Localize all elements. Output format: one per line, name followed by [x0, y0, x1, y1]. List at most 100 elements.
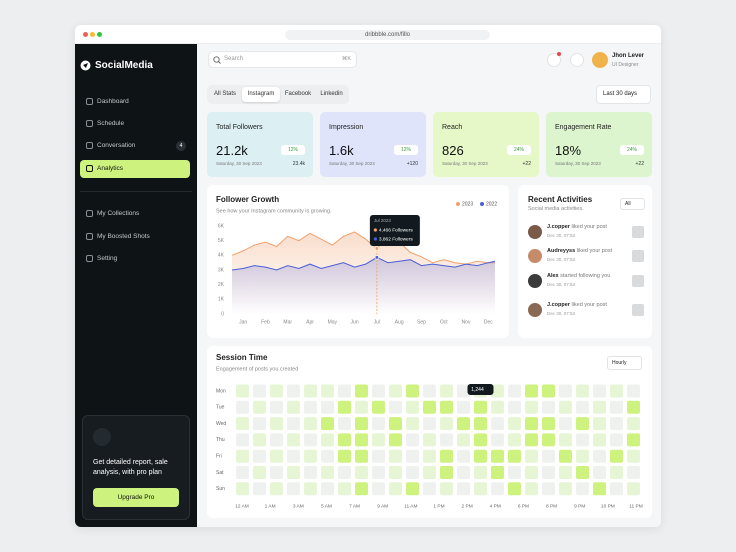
- avatar[interactable]: [592, 52, 608, 68]
- dot-red: [83, 32, 88, 37]
- activity-action: liked your post: [576, 248, 613, 254]
- stat-change: 24%: [507, 145, 531, 155]
- activity-thumb: [632, 250, 644, 262]
- stat-delta: +22: [635, 161, 644, 167]
- brand-name: SocialMedia: [95, 60, 153, 71]
- activity-thumb: [632, 304, 644, 316]
- search-box[interactable]: Search ⌘K: [208, 51, 357, 68]
- activity-action: started following you: [560, 273, 611, 279]
- stat-delta: +120: [406, 161, 418, 167]
- activity-user: J.copper: [547, 302, 570, 308]
- nav-icon: [86, 165, 93, 172]
- stat-card: Reach 826 24% Saturday, 30 Sep 2023 +22: [433, 112, 539, 177]
- activity-thumb: [632, 275, 644, 287]
- activity-time: Dec 30, 07:52: [547, 257, 576, 262]
- nav-icon: [86, 142, 93, 149]
- nav-badge: 4: [176, 141, 186, 151]
- nav-item[interactable]: Analytics: [80, 160, 190, 178]
- nav-icon: [86, 255, 93, 262]
- activity-user: Alex: [547, 273, 559, 279]
- nav-item[interactable]: My Boosted Shots: [80, 228, 190, 246]
- stat-delta: 23.4k: [292, 161, 305, 167]
- sidebar: SocialMedia Get detailed report, sale an…: [75, 44, 197, 527]
- nav-icon: [86, 233, 93, 240]
- stat-change: 12%: [281, 145, 305, 155]
- stat-date: Saturday, 30 Sep 2023: [555, 161, 601, 166]
- search-icon: [213, 56, 221, 64]
- session-card: [207, 346, 652, 518]
- activities-filter[interactable]: All: [620, 198, 645, 210]
- activities-card: Recent Activities Social media activitie…: [518, 185, 652, 338]
- activity-action: liked your post: [571, 224, 607, 230]
- user-role: UI Designer: [612, 62, 639, 68]
- stat-date: Saturday, 30 Sep 2023: [216, 161, 262, 166]
- tab[interactable]: All Stats: [213, 91, 236, 97]
- stat-title: Impression: [329, 124, 364, 131]
- search-shortcut: ⌘K: [341, 56, 351, 62]
- tabs: All Stats Instagram Facebook Linkedin: [207, 85, 349, 104]
- activity-avatar: [528, 225, 542, 239]
- stat-value: 826: [442, 143, 464, 158]
- activity-time: Dec 30, 07:52: [547, 233, 576, 238]
- activity-time: Dec 30, 07:52: [547, 311, 576, 316]
- nav-label: My Collections: [97, 210, 140, 217]
- activity-thumb: [632, 226, 644, 238]
- nav-item[interactable]: Conversation 4: [80, 137, 190, 155]
- stat-date: Saturday, 30 Sep 2023: [329, 161, 375, 166]
- stat-card: Total Followers 21.2k 12% Saturday, 30 Sep …: [207, 112, 313, 177]
- upgrade-button[interactable]: Upgrade Pro: [93, 488, 179, 507]
- stat-date: Saturday, 30 Sep 2023: [442, 161, 488, 166]
- activity-time: Dec 30, 07:52: [547, 282, 576, 287]
- activity-action: liked your post: [571, 302, 607, 308]
- activity-user: Audreyyss: [547, 248, 576, 254]
- nav-label: My Boosted Shots: [97, 233, 150, 240]
- notification-button[interactable]: [547, 53, 561, 67]
- nav-label: Conversation: [97, 142, 136, 149]
- stat-change: 24%: [620, 145, 644, 155]
- hourly-select[interactable]: Hourly: [607, 356, 642, 370]
- stat-title: Total Followers: [216, 124, 263, 131]
- nav-label: Analytics: [97, 165, 124, 172]
- activity-avatar: [528, 249, 542, 263]
- tab[interactable]: Facebook: [284, 91, 312, 97]
- search-placeholder: Search: [224, 56, 244, 62]
- tab[interactable]: Linkedin: [320, 91, 343, 97]
- nav-label: Dashboard: [97, 98, 129, 105]
- activities-subtitle: Social media activities.: [528, 206, 584, 212]
- activities-title: Recent Activities: [528, 195, 593, 204]
- stat-title: Reach: [442, 124, 463, 131]
- nav-label: Setting: [97, 255, 118, 262]
- stat-value: 21.2k: [216, 143, 248, 158]
- activity-text: J.copper liked your post: [547, 302, 637, 308]
- activity-text: J.copper liked your post: [547, 224, 637, 230]
- stat-value: 18%: [555, 143, 582, 158]
- url-bar[interactable]: dribbble.com/fillo: [285, 30, 490, 40]
- activity-text: Alex started following you: [547, 273, 637, 279]
- tab[interactable]: Instagram: [242, 87, 280, 102]
- brand-logo: [80, 60, 91, 71]
- nav-icon: [86, 120, 93, 127]
- stat-delta: +22: [522, 161, 531, 167]
- promo-icon: [93, 428, 111, 446]
- nav-item[interactable]: Dashboard: [80, 93, 190, 111]
- stat-title: Engagement Rate: [555, 124, 612, 131]
- nav-item[interactable]: Setting: [80, 250, 190, 268]
- nav-item[interactable]: Schedule: [80, 115, 190, 133]
- stat-change: 12%: [394, 145, 418, 155]
- nav-label: Schedule: [97, 120, 125, 127]
- nav-icon: [86, 98, 93, 105]
- promo-text: Get detailed report, sale analysis, with…: [93, 459, 168, 476]
- period-select[interactable]: Last 30 days: [596, 85, 651, 104]
- stat-card: Impression 1.6k 12% Saturday, 30 Sep 2023 +1…: [320, 112, 426, 177]
- nav-item[interactable]: My Collections: [80, 205, 190, 223]
- user-name: Jhon Lever: [612, 53, 645, 59]
- message-button[interactable]: [570, 53, 584, 67]
- stat-value: 1.6k: [329, 143, 354, 158]
- notification-dot: [557, 52, 561, 56]
- dot-yellow: [90, 32, 95, 37]
- follower-card: [207, 185, 509, 338]
- activity-avatar: [528, 274, 542, 288]
- activity-avatar: [528, 303, 542, 317]
- dot-green: [97, 32, 102, 37]
